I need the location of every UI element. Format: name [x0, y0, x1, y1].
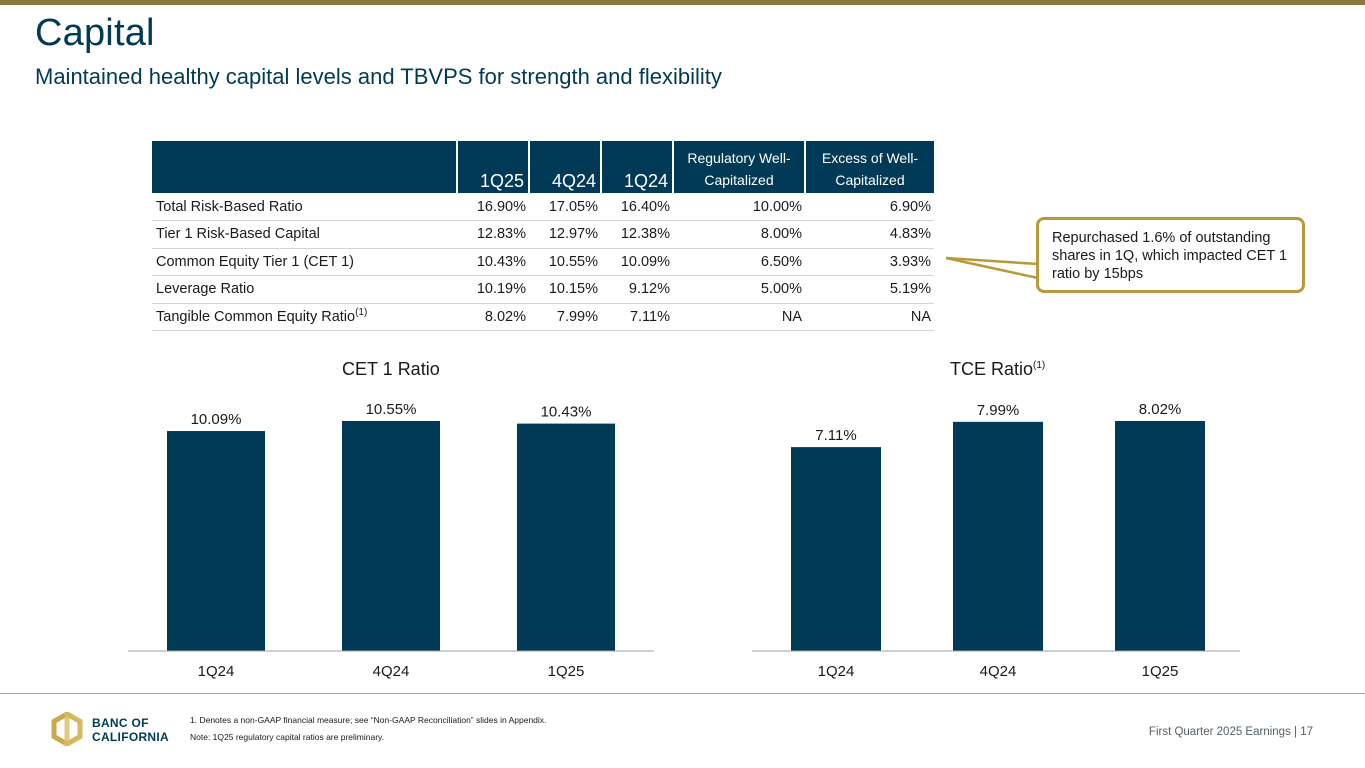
cell-value: 3.93% [805, 248, 934, 276]
cell-value: 16.90% [457, 193, 529, 221]
logo-line-2: CALIFORNIA [92, 730, 169, 744]
logo-line-1: BANC OF [92, 716, 149, 730]
cell-value: 10.00% [673, 193, 805, 221]
cell-value: 12.83% [457, 220, 529, 249]
tce-bar-1q25 [1115, 421, 1205, 651]
tce-data-label-1q25: 8.02% [1139, 401, 1182, 418]
capital-ratio-table: 1Q25 4Q24 1Q24 Regulatory Well-Capitaliz… [152, 141, 934, 331]
banc-of-california-logo-icon [51, 712, 83, 746]
cell-value: 6.50% [673, 248, 805, 276]
footnote-marker: (1) [355, 306, 368, 318]
cell-value: 16.40% [601, 193, 673, 221]
table-row: Tier 1 Risk-Based Capital 12.83% 12.97% … [152, 220, 934, 249]
tce-bar-1q24 [791, 447, 881, 651]
cet1-chart-title-text: CET 1 Ratio [342, 359, 440, 379]
footnote-note: Note: 1Q25 regulatory capital ratios are… [190, 732, 385, 742]
cet1-data-label-1q25: 10.43% [541, 404, 592, 421]
tce-bar-4q24 [953, 421, 1043, 651]
cell-value: 5.00% [673, 275, 805, 304]
share-repurchase-callout: Repurchased 1.6% of outstanding shares i… [1036, 217, 1305, 293]
table-header-label-cell [152, 141, 457, 193]
tce-tick-label-1q24: 1Q24 [818, 663, 855, 680]
page-footer: First Quarter 2025 Earnings | 17 [1148, 726, 1313, 738]
cet1-ratio-chart: 10.09% 1Q24 10.55% 4Q24 10.43% 1Q25 [128, 401, 654, 680]
tce-chart-title-text: TCE Ratio [950, 359, 1034, 379]
row-label: Common Equity Tier 1 (CET 1) [152, 248, 457, 276]
table-header-excess-well-capitalized: Excess of Well-Capitalized [804, 141, 934, 193]
cell-value: 8.00% [673, 220, 805, 249]
tce-tick-label-1q25: 1Q25 [1142, 663, 1179, 680]
page-subtitle: Maintained healthy capital levels and TB… [35, 64, 722, 89]
table-row: Leverage Ratio 10.19% 10.15% 9.12% 5.00%… [152, 275, 934, 304]
table-header-1q25: 1Q25 [456, 141, 529, 193]
cell-value: 10.55% [529, 248, 601, 276]
table-row: Tangible Common Equity Ratio(1) 8.02% 7.… [152, 303, 934, 331]
tce-ratio-chart: 7.11% 1Q24 7.99% 4Q24 8.02% 1Q25 [752, 401, 1240, 680]
tce-data-label-1q24: 7.11% [815, 427, 856, 444]
callout-pointer-line-upper [945, 256, 1039, 266]
table-row: Common Equity Tier 1 (CET 1) 10.43% 10.5… [152, 248, 934, 276]
cell-value: 10.43% [457, 248, 529, 276]
tce-tick-label-4q24: 4Q24 [980, 663, 1017, 680]
cell-value: 10.15% [529, 275, 601, 304]
cell-value: 4.83% [805, 220, 934, 249]
cell-value: NA [673, 303, 805, 331]
cet1-chart-title: CET 1 Ratio [342, 359, 440, 380]
cell-value: NA [805, 303, 934, 331]
cell-value: 17.05% [529, 193, 601, 221]
table-header-regulatory-well-capitalized: Regulatory Well-Capitalized [672, 141, 805, 193]
logo-wordmark: BANC OF CALIFORNIA [92, 716, 169, 744]
cell-value: 10.19% [457, 275, 529, 304]
row-label: Tangible Common Equity Ratio(1) [152, 303, 457, 331]
cet1-bar-1q25 [517, 423, 615, 651]
table-header-1q24: 1Q24 [600, 141, 673, 193]
cell-value: 7.11% [601, 303, 673, 331]
cell-value: 8.02% [457, 303, 529, 331]
row-label: Tier 1 Risk-Based Capital [152, 220, 457, 249]
cet1-data-label-4q24: 10.55% [366, 401, 417, 418]
cell-value: 7.99% [529, 303, 601, 331]
cet1-tick-label-1q25: 1Q25 [548, 663, 585, 680]
cell-value: 6.90% [805, 193, 934, 221]
footnote-marker: (1) [1033, 360, 1046, 371]
table-row: Total Risk-Based Ratio 16.90% 17.05% 16.… [152, 193, 934, 221]
tce-data-label-4q24: 7.99% [977, 402, 1020, 419]
footer-divider [0, 693, 1365, 694]
cell-value: 12.38% [601, 220, 673, 249]
cet1-tick-label-1q24: 1Q24 [198, 663, 235, 680]
footnote-1: 1. Denotes a non-GAAP financial measure;… [190, 715, 547, 725]
tce-chart-title: TCE Ratio(1) [950, 359, 1045, 380]
row-label: Leverage Ratio [152, 275, 457, 304]
row-label-text: Tangible Common Equity Ratio [156, 308, 356, 325]
table-header-4q24: 4Q24 [528, 141, 601, 193]
cell-value: 10.09% [601, 248, 673, 276]
cet1-bar-4q24 [342, 421, 440, 651]
page-title: Capital [35, 12, 155, 54]
callout-pointer-line-lower [945, 256, 1039, 280]
cet1-tick-label-4q24: 4Q24 [373, 663, 410, 680]
cet1-bar-1q24 [167, 431, 265, 651]
cell-value: 12.97% [529, 220, 601, 249]
cet1-data-label-1q24: 10.09% [191, 411, 242, 428]
cell-value: 9.12% [601, 275, 673, 304]
row-label: Total Risk-Based Ratio [152, 193, 457, 221]
cell-value: 5.19% [805, 275, 934, 304]
table-header-row: 1Q25 4Q24 1Q24 Regulatory Well-Capitaliz… [152, 141, 934, 193]
top-accent-bar [0, 0, 1365, 5]
